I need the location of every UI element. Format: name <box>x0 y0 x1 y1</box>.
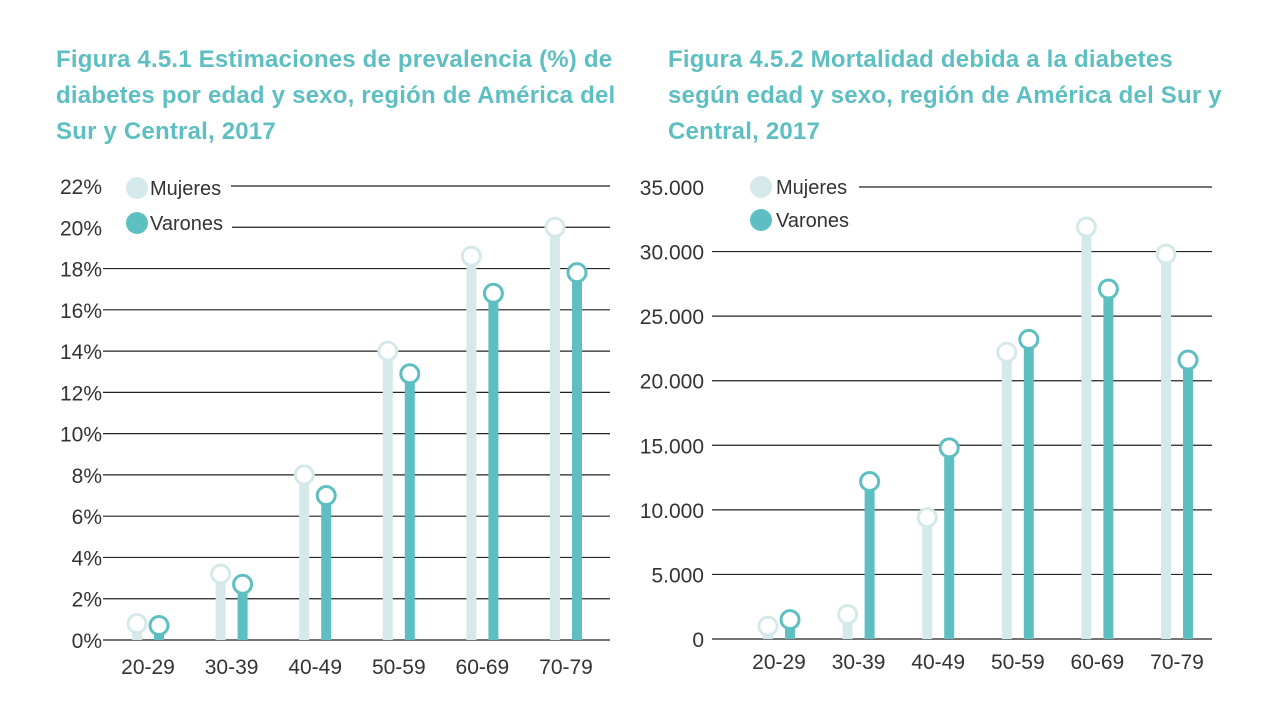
bar-marker-varones <box>779 609 801 631</box>
y-tick-label: 12% <box>60 382 102 405</box>
y-tick-label: 16% <box>60 300 102 323</box>
bar-marker-mujeres <box>757 615 779 637</box>
x-tick-label: 60-69 <box>456 656 510 679</box>
legend-swatch-varones <box>750 209 772 231</box>
bar-marker-varones <box>148 615 170 637</box>
bar-marker-varones <box>482 282 504 304</box>
y-tick-label: 10% <box>60 424 102 447</box>
y-tick-label: 6% <box>72 506 102 529</box>
legend-swatch-mujeres <box>750 176 772 198</box>
legend-swatch-mujeres <box>126 177 148 199</box>
bar-marker-mujeres <box>837 603 859 625</box>
x-tick-label: 70-79 <box>539 656 593 679</box>
legend-label: Varones <box>150 213 223 235</box>
y-tick-label: 0% <box>72 630 102 653</box>
bar-marker-varones <box>399 363 421 385</box>
y-tick-label: 18% <box>60 259 102 282</box>
y-tick-label: 8% <box>72 465 102 488</box>
y-tick-label: 25.000 <box>640 306 704 329</box>
bar-marker-varones <box>566 262 588 284</box>
x-tick-label: 50-59 <box>372 656 426 679</box>
chart-panel-left: Figura 4.5.1 Estimaciones de prevalencia… <box>56 46 616 679</box>
bar-marker-mujeres <box>544 216 566 238</box>
y-tick-label: 14% <box>60 341 102 364</box>
x-tick-label: 20-29 <box>121 656 175 679</box>
y-tick-label: 20% <box>60 217 102 240</box>
prevalence-chart: 0% 2% 4% 6% 8% 10% 12% 14% 16% 18% 20% 22% 20-29 30-3… <box>60 176 610 679</box>
bar-marker-mujeres <box>1155 243 1177 265</box>
y-tick-label: 22% <box>60 176 102 199</box>
legend-label: Varones <box>776 210 849 232</box>
y-tick-label: 35.000 <box>640 177 704 200</box>
x-tick-label: 40-49 <box>288 656 342 679</box>
y-tick-label: 30.000 <box>640 242 704 265</box>
bar-marker-varones <box>1018 328 1040 350</box>
y-tick-label: 5.000 <box>651 564 704 587</box>
chart-title: Figura 4.5.1 Estimaciones de prevalencia… <box>56 46 616 145</box>
x-tick-label: 70-79 <box>1150 651 1204 674</box>
bar-marker-mujeres <box>460 245 482 267</box>
bar-marker-varones <box>938 437 960 459</box>
bar-marker-varones <box>232 573 254 595</box>
bar-marker-mujeres <box>377 340 399 362</box>
chart-panel-right: Figura 4.5.2 Mortalidad debida a la diab… <box>640 0 1280 720</box>
y-tick-label: 4% <box>72 547 102 570</box>
legend-swatch-varones <box>126 212 148 234</box>
x-tick-label: 60-69 <box>1071 651 1125 674</box>
bar-marker-mujeres <box>1075 216 1097 238</box>
mortality-chart: 0 5.000 10.000 15.000 20.000 25.000 30.000 35.0… <box>640 176 1212 674</box>
x-tick-label: 50-59 <box>991 651 1045 674</box>
x-tick-label: 20-29 <box>752 651 806 674</box>
x-tick-label: 30-39 <box>832 651 886 674</box>
bar-marker-varones <box>1177 349 1199 371</box>
chart-title: Figura 4.5.2 Mortalidad debida a la diab… <box>668 46 1222 145</box>
bar-marker-varones <box>315 485 337 507</box>
bar-marker-mujeres <box>916 507 938 529</box>
x-tick-label: 30-39 <box>205 656 259 679</box>
bar-marker-varones <box>859 470 881 492</box>
y-tick-label: 0 <box>692 629 704 652</box>
y-tick-label: 2% <box>72 589 102 612</box>
y-tick-label: 10.000 <box>640 500 704 523</box>
bar-marker-mujeres <box>293 464 315 486</box>
y-tick-label: 20.000 <box>640 371 704 394</box>
bar-marker-mujeres <box>996 341 1018 363</box>
bar-marker-mujeres <box>210 563 232 585</box>
bar-marker-varones <box>1097 278 1119 300</box>
legend-label: Mujeres <box>776 177 847 199</box>
y-tick-label: 15.000 <box>640 435 704 458</box>
legend-label: Mujeres <box>150 178 221 200</box>
x-tick-label: 40-49 <box>911 651 965 674</box>
bar-marker-mujeres <box>126 612 148 634</box>
